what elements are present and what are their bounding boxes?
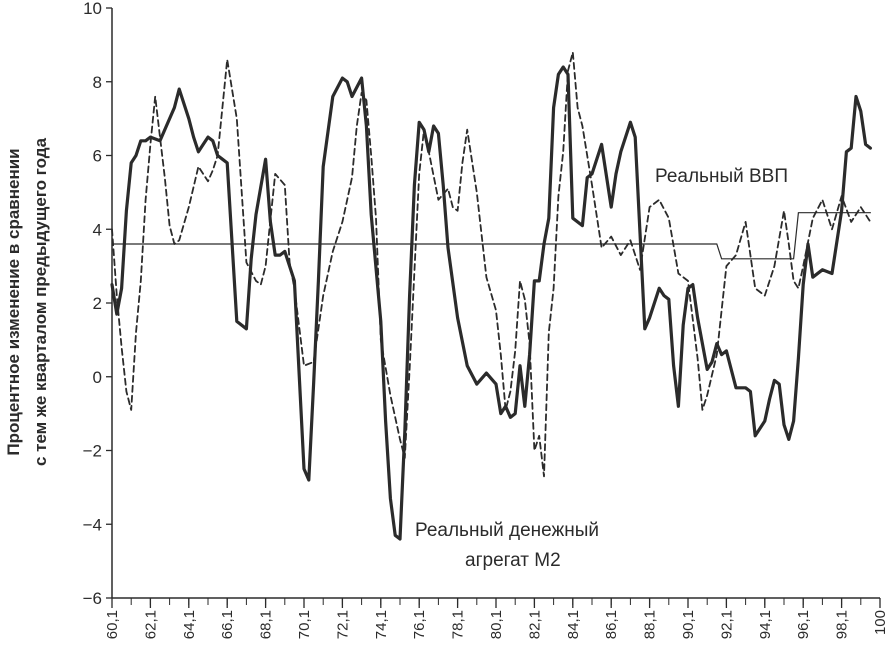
y-tick-label: 10 (83, 0, 102, 18)
x-tick-label: 84,1 (565, 610, 582, 639)
x-tick-label: 76,1 (411, 610, 428, 639)
y-tick-label: −2 (83, 442, 102, 461)
series-line-real-gdp (111, 51, 872, 478)
x-tick-label: 72,1 (334, 610, 351, 639)
annotation-real-gdp: Реальный ВВП (655, 166, 788, 187)
x-tick-label: 60,1 (104, 610, 121, 639)
x-tick-label: 64,1 (181, 610, 198, 639)
x-tick-label: 86,1 (603, 610, 620, 639)
x-tick-label: 92,1 (718, 610, 735, 639)
y-tick-label: 4 (93, 220, 102, 239)
x-tick-label: 66,1 (219, 610, 236, 639)
x-tick-label: 82,1 (526, 610, 543, 639)
annotation-real-m2-line-1: Реальный денежный (415, 520, 599, 541)
x-tick-label: 96,1 (795, 610, 812, 639)
x-tick-label: 98,1 (834, 610, 851, 639)
series-line-m2 (110, 65, 873, 541)
annotation-real-m2-line-2: агрегат М2 (465, 550, 561, 571)
x-tick-label: 100 (872, 610, 889, 635)
y-tick-label: 6 (93, 147, 102, 166)
x-tick-label: 88,1 (642, 610, 659, 639)
y-tick-label: 8 (93, 73, 102, 92)
labels: Процентное изменение в сравнении с тем ж… (4, 137, 788, 571)
axes: 10 8 6 4 2 0 −2 −4 −660,1 62,1 64,1 66,1 68,1 70,1 72,… (83, 0, 889, 639)
x-tick-label: 80,1 (488, 610, 505, 639)
y-tick-label: 2 (93, 294, 102, 313)
x-tick-label: 90,1 (680, 610, 697, 639)
y-tick-label: 0 (93, 368, 102, 387)
series-line-trend (111, 212, 872, 260)
y-tick-label: −4 (83, 515, 102, 534)
y-axis-label-line-1: Процентное изменение в сравнении (4, 148, 23, 455)
x-tick-label: 74,1 (373, 610, 390, 639)
x-tick-label: 62,1 (142, 610, 159, 639)
x-tick-label: 68,1 (258, 610, 275, 639)
series-layer (110, 51, 873, 541)
y-axis-label-line-2: с тем же кварталом предыдущего года (31, 137, 50, 466)
x-tick-label: 78,1 (450, 610, 467, 639)
y-tick-label: −6 (83, 589, 102, 608)
x-tick-label: 94,1 (757, 610, 774, 639)
x-tick-label: 70,1 (296, 610, 313, 639)
